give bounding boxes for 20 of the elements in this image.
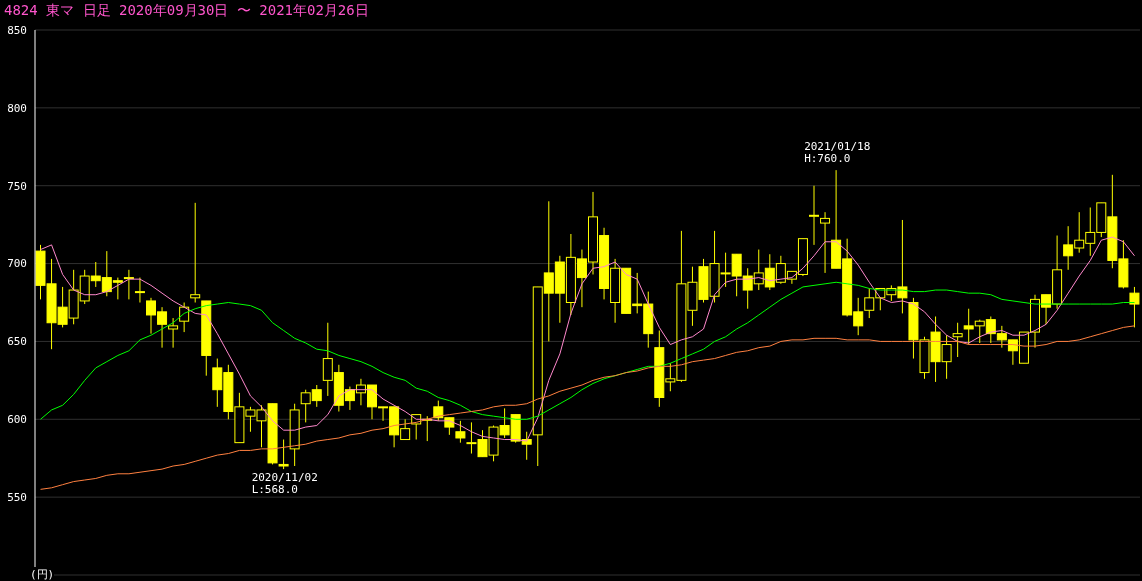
y-tick-label: 650 — [7, 335, 27, 349]
y-tick-label: 700 — [7, 257, 27, 271]
y-tick-label: 600 — [7, 413, 27, 427]
candlestick — [809, 185, 819, 246]
candlestick — [278, 439, 289, 470]
candlestick — [168, 317, 179, 349]
candlestick — [820, 211, 831, 274]
annotation: 2021/01/18 H:760.0 — [804, 140, 871, 166]
chart-title: 4824 東マ 日足 2020年09月30日 〜 2021年02月26日 — [4, 2, 369, 20]
y-tick-label: 550 — [7, 491, 27, 505]
candlestick — [190, 202, 201, 303]
candlestick — [1129, 286, 1140, 328]
y-tick-label: 850 — [7, 23, 27, 37]
y-axis-title: (円) — [30, 567, 55, 581]
candlestick — [952, 322, 963, 358]
y-tick-label: 750 — [7, 179, 27, 193]
annotation: 2020/11/02 L:568.0 — [251, 471, 318, 497]
candlestick — [455, 420, 466, 444]
y-tick-label: 800 — [7, 101, 27, 115]
candlestick — [134, 277, 145, 303]
